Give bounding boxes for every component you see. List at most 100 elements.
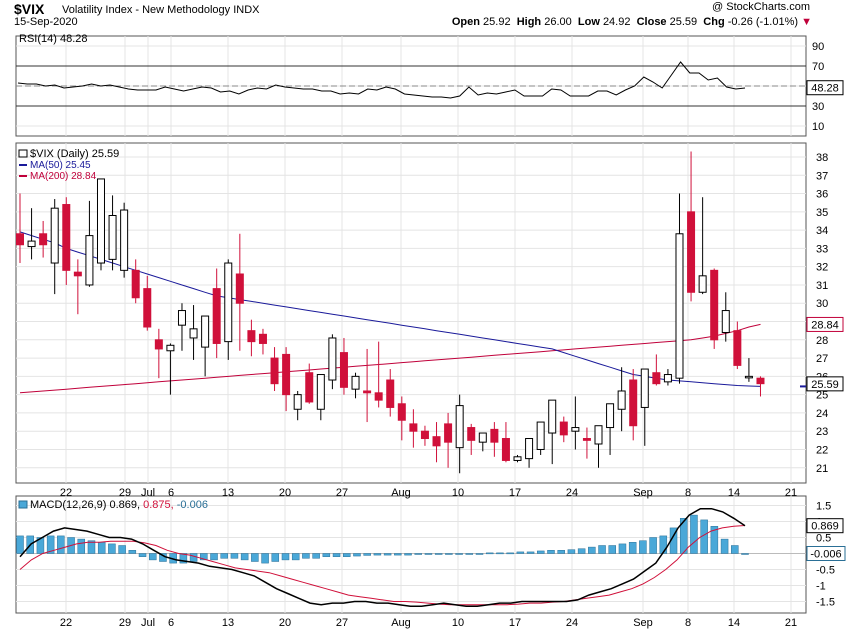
candle-body: [282, 353, 291, 396]
candle-body: [548, 399, 557, 434]
macd-histogram-bar: [445, 553, 453, 555]
macd-histogram-bar: [189, 553, 198, 562]
macd-x-tick-label: 24: [566, 617, 578, 629]
macd-histogram-bar: [373, 553, 382, 556]
candle-body: [235, 273, 244, 304]
price-x-tick-label: 13: [222, 487, 234, 499]
quote-date: 15-Sep-2020: [14, 16, 78, 28]
macd-histogram-bar: [240, 553, 249, 561]
macd-hist-value-tag-label: -0.006: [810, 549, 841, 561]
price-x-tick-label: 10: [452, 487, 464, 499]
ticker-symbol: $VIX: [14, 1, 45, 17]
price-y-tick-label: 21: [816, 463, 828, 475]
macd-y-tick-label: -1: [816, 581, 826, 593]
close-value: 25.59: [669, 16, 698, 28]
rsi-legend-label: RSI(14) 48.28: [19, 33, 87, 45]
high-value: 26.00: [544, 16, 572, 28]
macd-histogram-bar: [57, 535, 65, 554]
price-x-tick-label: Sep: [633, 487, 653, 499]
open-value: 25.92: [483, 16, 511, 28]
candle-body: [27, 240, 36, 248]
candle-body: [143, 288, 152, 328]
candle-body: [432, 436, 441, 447]
macd-histogram-bar: [628, 542, 637, 554]
price-y-tick-label: 36: [816, 189, 828, 201]
macd-x-tick-label: 8: [685, 617, 691, 629]
macd-y-tick-label: -1.5: [816, 597, 835, 609]
candle-body: [490, 428, 499, 443]
candle-body: [467, 427, 476, 441]
ma200-legend-label: MA(200) 28.84: [30, 171, 97, 182]
macd-histogram-bar: [485, 552, 494, 555]
rsi-y-tick-label: 10: [812, 121, 824, 133]
candle-body: [501, 438, 510, 461]
candle-body: [513, 456, 522, 461]
macd-histogram-bar: [261, 553, 269, 564]
macd-x-tick-label: Aug: [391, 617, 411, 629]
price-y-tick-label: 27: [816, 353, 828, 365]
macd-value-tag-label: 0.869: [811, 521, 839, 533]
macd-histogram-bar: [475, 553, 484, 555]
price-y-tick-label: 37: [816, 170, 828, 182]
macd-histogram-bar: [731, 545, 739, 554]
price-x-tick-label: 20: [279, 487, 291, 499]
macd-histogram-bar: [46, 535, 55, 554]
macd-histogram-bar: [496, 552, 504, 555]
macd-histogram-bar: [455, 553, 463, 555]
candle-body: [316, 374, 325, 410]
price-x-tick-label: 24: [566, 487, 578, 499]
macd-histogram-bar: [118, 545, 126, 554]
candle-body: [328, 337, 337, 381]
candle-body: [108, 214, 117, 260]
macd-histogram-bar: [148, 553, 157, 561]
candle-body: [363, 390, 372, 394]
price-x-tick-label: 17: [509, 487, 521, 499]
candle-body: [247, 330, 256, 343]
rsi-line: [17, 61, 746, 99]
macd-histogram-bar: [618, 543, 627, 554]
macd-histogram-bar: [353, 553, 361, 557]
down-arrow-icon: ▼: [801, 16, 812, 28]
macd-histogram-bar: [271, 553, 280, 562]
macd-value-tag: [806, 518, 844, 534]
macd-x-tick-label: 14: [728, 617, 740, 629]
rsi-value-tag-label: 48.28: [811, 83, 839, 95]
macd-histogram-bar: [394, 553, 402, 556]
macd-histogram-bar: [200, 553, 208, 561]
candle-body: [478, 432, 487, 443]
candle-body: [606, 403, 615, 429]
open-label: Open: [451, 16, 480, 28]
candle-body: [409, 423, 418, 432]
macd-histogram-bar: [639, 540, 647, 554]
macd-x-tick-label: 22: [60, 617, 72, 629]
macd-x-tick-label: Jul: [141, 617, 155, 629]
rsi-y-tick-label: 70: [812, 61, 824, 73]
candle-body: [594, 425, 603, 445]
candle-body: [687, 211, 696, 293]
macd-histogram-bar: [363, 553, 371, 556]
candle-body: [351, 375, 360, 390]
candle-body: [455, 405, 464, 449]
macd-x-tick-label: 6: [168, 617, 174, 629]
macd-x-tick-label: 20: [279, 617, 291, 629]
price-y-tick-label: 34: [816, 225, 828, 237]
macd-histogram-bar: [332, 553, 341, 557]
macd-histogram-bar: [424, 553, 433, 555]
candle-body: [721, 310, 730, 333]
macd-histogram-bar: [108, 543, 116, 554]
macd-histogram-bar: [588, 546, 596, 554]
macd-histogram-bar: [97, 542, 106, 554]
macd-histogram-bar: [251, 553, 259, 562]
price-y-tick-label: 31: [816, 280, 828, 292]
candle-body: [131, 269, 140, 299]
macd-histogram-bar: [291, 553, 300, 561]
candle-body: [733, 330, 742, 366]
macd-x-tick-label: 13: [222, 617, 234, 629]
close-label: Close: [636, 16, 667, 28]
candle-body: [39, 233, 48, 246]
macd-histogram-bar: [526, 551, 535, 554]
candle-body: [177, 310, 186, 326]
price-y-tick-label: 22: [816, 444, 828, 456]
ma50-legend-label: MA(50) 25.45: [30, 160, 91, 171]
ma200-line: [19, 323, 761, 394]
